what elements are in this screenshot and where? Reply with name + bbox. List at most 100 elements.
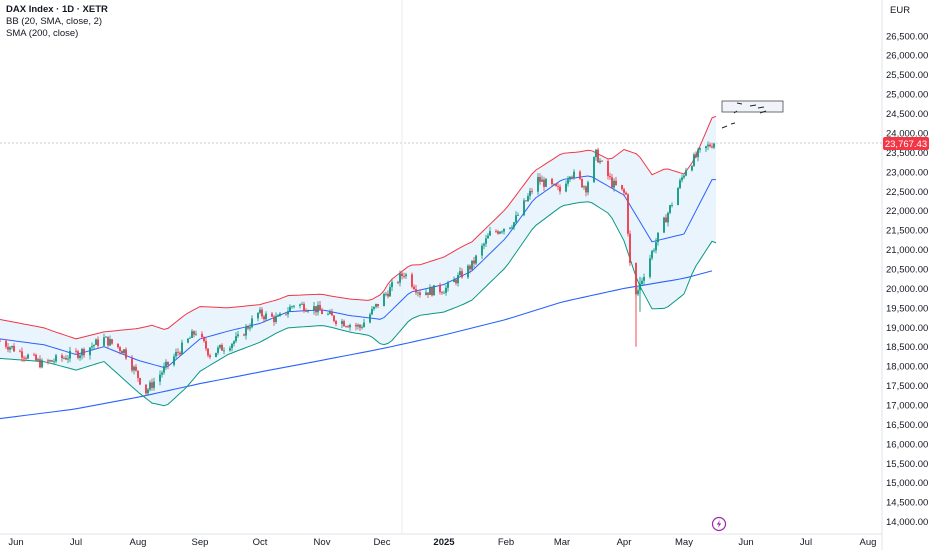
candle[interactable]: [105, 336, 107, 338]
candle[interactable]: [483, 242, 485, 250]
candle[interactable]: [371, 305, 373, 316]
candle[interactable]: [275, 312, 277, 324]
candle[interactable]: [237, 331, 239, 338]
candle[interactable]: [531, 188, 533, 195]
candle[interactable]: [447, 280, 449, 292]
candle[interactable]: [685, 167, 687, 177]
candle[interactable]: [145, 384, 147, 396]
candle[interactable]: [259, 306, 261, 315]
candle[interactable]: [117, 343, 119, 349]
indicator-sma-label[interactable]: SMA (200, close): [6, 28, 79, 39]
candle[interactable]: [609, 172, 611, 181]
candle[interactable]: [279, 312, 281, 317]
candle[interactable]: [21, 347, 23, 362]
candle[interactable]: [695, 151, 697, 159]
candle[interactable]: [495, 229, 497, 234]
candle[interactable]: [565, 180, 567, 193]
candle[interactable]: [179, 351, 181, 357]
candle[interactable]: [425, 288, 427, 296]
candle[interactable]: [55, 353, 57, 364]
candle[interactable]: [333, 315, 335, 323]
candle[interactable]: [233, 340, 235, 347]
candle[interactable]: [163, 362, 165, 375]
candle[interactable]: [387, 290, 389, 299]
candle[interactable]: [247, 325, 249, 330]
candle[interactable]: [235, 332, 237, 343]
candle[interactable]: [121, 350, 123, 354]
candle[interactable]: [651, 249, 653, 261]
candle[interactable]: [69, 346, 71, 363]
candle[interactable]: [205, 337, 207, 352]
candle[interactable]: [691, 165, 693, 172]
candle[interactable]: [613, 178, 615, 192]
candle[interactable]: [683, 174, 685, 180]
candle[interactable]: [511, 224, 513, 229]
candle[interactable]: [65, 354, 67, 361]
candle[interactable]: [501, 230, 503, 234]
candle[interactable]: [713, 142, 715, 149]
candle[interactable]: [329, 309, 331, 315]
candle[interactable]: [291, 305, 293, 309]
candle[interactable]: [77, 349, 79, 360]
candle[interactable]: [173, 353, 175, 367]
candle[interactable]: [319, 301, 321, 311]
candle[interactable]: [443, 290, 445, 294]
candle[interactable]: [207, 347, 209, 358]
candle[interactable]: [681, 174, 683, 183]
candle[interactable]: [51, 359, 53, 362]
candle[interactable]: [79, 353, 81, 361]
candle[interactable]: [189, 336, 191, 339]
candle[interactable]: [245, 324, 247, 340]
candle[interactable]: [457, 272, 459, 287]
candle[interactable]: [625, 191, 627, 196]
candle[interactable]: [221, 343, 223, 351]
candle[interactable]: [305, 308, 307, 312]
candle[interactable]: [671, 202, 673, 208]
candle[interactable]: [475, 254, 477, 265]
candle[interactable]: [5, 339, 7, 349]
candle[interactable]: [357, 323, 359, 330]
candle[interactable]: [667, 211, 669, 227]
candle[interactable]: [401, 271, 403, 280]
candle[interactable]: [125, 347, 127, 361]
candle[interactable]: [551, 177, 553, 187]
candle[interactable]: [499, 231, 501, 235]
candle[interactable]: [653, 248, 655, 253]
candle[interactable]: [585, 185, 587, 197]
candle[interactable]: [131, 355, 133, 373]
candle[interactable]: [203, 336, 205, 343]
candle[interactable]: [537, 173, 539, 195]
candle[interactable]: [195, 330, 197, 336]
candle[interactable]: [383, 292, 385, 307]
candle[interactable]: [151, 378, 153, 391]
candle[interactable]: [489, 226, 491, 237]
candle[interactable]: [623, 187, 625, 197]
candle[interactable]: [317, 301, 319, 316]
candle[interactable]: [397, 280, 399, 285]
candle[interactable]: [133, 365, 135, 375]
candle[interactable]: [271, 311, 273, 318]
candle[interactable]: [453, 276, 455, 283]
candle[interactable]: [509, 227, 511, 230]
candle[interactable]: [471, 260, 473, 271]
candle[interactable]: [503, 228, 505, 235]
candle[interactable]: [25, 356, 27, 361]
candle[interactable]: [63, 356, 65, 360]
candle[interactable]: [191, 328, 193, 339]
candle[interactable]: [369, 312, 371, 324]
candle[interactable]: [557, 182, 559, 191]
candle[interactable]: [35, 353, 37, 362]
candle[interactable]: [517, 212, 519, 217]
candle[interactable]: [159, 370, 161, 386]
candle[interactable]: [375, 303, 377, 309]
candle[interactable]: [223, 347, 225, 355]
candle[interactable]: [181, 339, 183, 356]
projection-box[interactable]: [721, 100, 784, 113]
candle[interactable]: [293, 304, 295, 309]
candle[interactable]: [287, 307, 289, 318]
candle[interactable]: [107, 336, 109, 348]
candle[interactable]: [265, 311, 267, 322]
candle[interactable]: [705, 145, 707, 152]
candle[interactable]: [219, 344, 221, 350]
candle[interactable]: [699, 147, 701, 153]
